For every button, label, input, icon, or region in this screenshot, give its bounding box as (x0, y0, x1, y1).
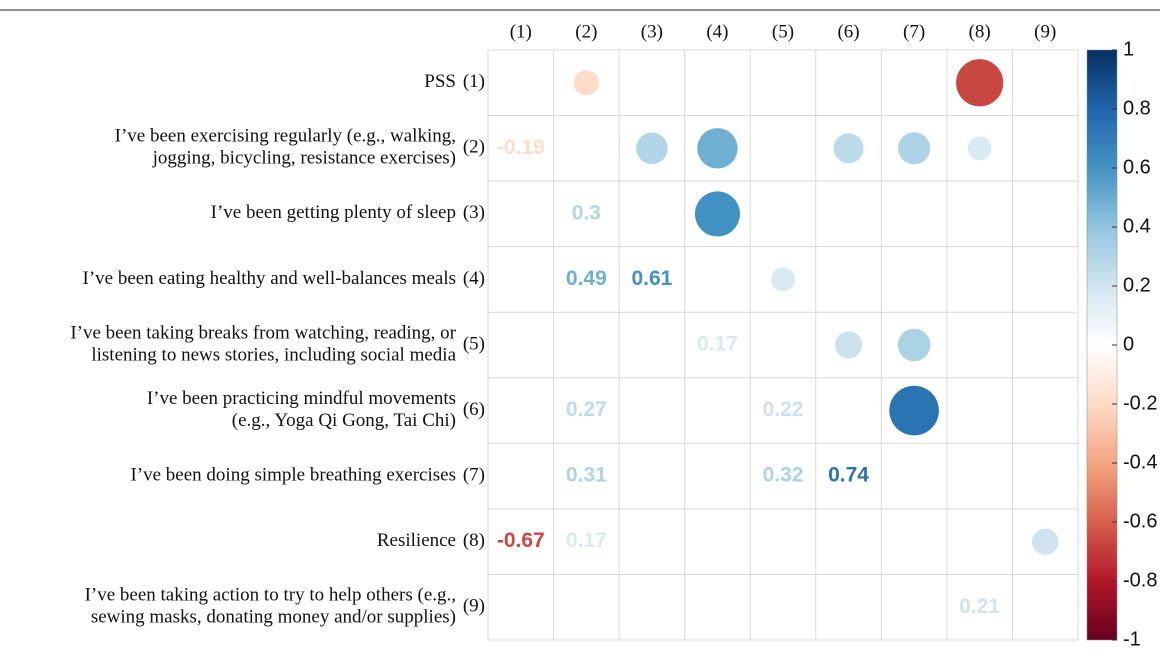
column-label: (5) (772, 21, 794, 42)
column-label: (6) (837, 21, 859, 42)
value-label: 0.22 (763, 398, 804, 421)
row-label: I’ve been taking action to try to help o… (85, 585, 456, 606)
row-tag: (8) (463, 530, 485, 551)
corr-circle (956, 59, 1004, 107)
corr-circle (889, 385, 939, 436)
colorbar-tick-label: -0.4 (1123, 451, 1157, 473)
colorbar-tick-label: -1 (1123, 628, 1141, 650)
row-label: I’ve been practicing mindful movements (147, 388, 456, 409)
column-label: (9) (1034, 21, 1056, 42)
corr-circle (1032, 528, 1059, 555)
corr-circle (833, 133, 864, 164)
row-tag: (4) (463, 268, 485, 289)
value-label: 0.17 (697, 333, 738, 356)
row-label: I’ve been doing simple breathing exercis… (130, 464, 456, 485)
value-label: 0.31 (566, 464, 607, 487)
corr-circle (573, 70, 599, 96)
row-label: I’ve been exercising regularly (e.g., wa… (115, 126, 456, 147)
row-label: I’ve been taking breaks from watching, r… (70, 322, 456, 343)
colorbar-tick-label: 1 (1123, 38, 1134, 60)
row-tag: (9) (463, 596, 485, 617)
row-tag: (3) (463, 202, 485, 223)
corr-circle (694, 191, 740, 237)
value-label: 0.3 (572, 201, 601, 224)
value-label: 0.21 (959, 595, 1000, 618)
value-label: 0.17 (566, 529, 607, 552)
corr-circle (697, 128, 738, 169)
colorbar-tick-label: -0.6 (1123, 510, 1157, 532)
column-label: (1) (510, 21, 532, 42)
row-label: sewing masks, donating money and/or supp… (91, 607, 456, 628)
value-label: 0.27 (566, 398, 607, 421)
row-tag: (7) (463, 464, 485, 485)
corr-circle (967, 136, 992, 161)
value-label: 0.74 (828, 464, 869, 487)
row-label: PSS (424, 71, 456, 92)
value-label: -0.67 (497, 529, 545, 552)
colorbar-tick-label: 0.6 (1123, 156, 1151, 178)
value-label: 0.49 (566, 267, 607, 290)
row-label: Resilience (377, 530, 456, 551)
value-label: 0.32 (763, 464, 804, 487)
row-label: listening to news stories, including soc… (91, 344, 456, 365)
row-label: I’ve been getting plenty of sleep (211, 202, 456, 223)
column-label: (4) (706, 21, 728, 42)
value-label: -0.19 (497, 136, 545, 159)
row-label: jogging, bicycling, resistance exercises… (152, 148, 456, 169)
column-label: (7) (903, 21, 925, 42)
colorbar-tick-label: 0 (1123, 333, 1134, 355)
row-tag: (2) (463, 137, 485, 158)
row-tag: (5) (463, 333, 485, 354)
row-tag: (6) (463, 399, 485, 420)
corr-circle (835, 331, 863, 359)
column-label: (3) (641, 21, 663, 42)
row-tag: (1) (463, 71, 485, 92)
corr-circle (897, 328, 931, 362)
row-label: (e.g., Yoga Qi Gong, Tai Chi) (232, 410, 456, 431)
column-label: (8) (969, 21, 991, 42)
colorbar-tick-label: -0.8 (1123, 569, 1157, 591)
colorbar-tick-label: 0.8 (1123, 97, 1151, 119)
colorbar-tick-label: 0.2 (1123, 274, 1151, 296)
corr-circle (898, 132, 931, 165)
corr-circle (771, 267, 795, 292)
row-label: I’ve been eating healthy and well-balanc… (83, 268, 457, 289)
corr-circle (636, 132, 668, 165)
colorbar-tick-label: 0.4 (1123, 215, 1151, 237)
column-label: (2) (575, 21, 597, 42)
value-label: 0.61 (631, 267, 672, 290)
colorbar-tick-label: -0.2 (1123, 392, 1157, 414)
